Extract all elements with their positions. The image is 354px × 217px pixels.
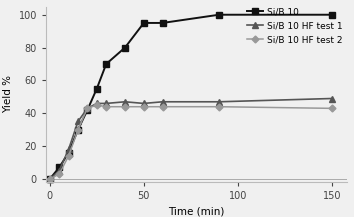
Si/B 10 HF test 2 bbox=[104, 105, 108, 108]
Si/B 10 HF test 1 bbox=[123, 100, 127, 103]
Si/B 10 bbox=[57, 166, 61, 169]
Line: Si/B 10: Si/B 10 bbox=[47, 12, 335, 182]
Si/B 10 bbox=[48, 178, 52, 180]
Si/B 10 HF test 1 bbox=[142, 102, 146, 105]
Si/B 10 HF test 1 bbox=[330, 97, 334, 100]
X-axis label: Time (min): Time (min) bbox=[168, 207, 225, 217]
Si/B 10 bbox=[142, 22, 146, 24]
Si/B 10 HF test 2 bbox=[95, 104, 99, 106]
Si/B 10 bbox=[217, 13, 221, 16]
Si/B 10 HF test 2 bbox=[142, 105, 146, 108]
Si/B 10 bbox=[95, 87, 99, 90]
Si/B 10 HF test 2 bbox=[330, 107, 334, 110]
Si/B 10 HF test 1 bbox=[95, 102, 99, 105]
Si/B 10 HF test 2 bbox=[76, 128, 80, 131]
Si/B 10 HF test 1 bbox=[48, 178, 52, 180]
Si/B 10 HF test 2 bbox=[67, 155, 71, 157]
Line: Si/B 10 HF test 1: Si/B 10 HF test 1 bbox=[47, 95, 335, 182]
Si/B 10 HF test 2 bbox=[217, 105, 221, 108]
Si/B 10 HF test 1 bbox=[67, 148, 71, 151]
Y-axis label: Yield %: Yield % bbox=[3, 75, 13, 113]
Si/B 10 HF test 2 bbox=[123, 105, 127, 108]
Si/B 10 bbox=[67, 151, 71, 154]
Si/B 10 HF test 1 bbox=[57, 169, 61, 172]
Si/B 10 HF test 1 bbox=[85, 107, 90, 110]
Si/B 10 bbox=[104, 63, 108, 65]
Si/B 10 HF test 2 bbox=[160, 105, 165, 108]
Legend: Si/B 10, Si/B 10 HF test 1, Si/B 10 HF test 2: Si/B 10, Si/B 10 HF test 1, Si/B 10 HF t… bbox=[247, 8, 342, 44]
Line: Si/B 10 HF test 2: Si/B 10 HF test 2 bbox=[47, 103, 334, 181]
Si/B 10 bbox=[85, 109, 90, 111]
Si/B 10 HF test 1 bbox=[104, 102, 108, 105]
Si/B 10 bbox=[76, 128, 80, 131]
Si/B 10 bbox=[330, 13, 334, 16]
Si/B 10 bbox=[160, 22, 165, 24]
Si/B 10 HF test 2 bbox=[57, 173, 61, 175]
Si/B 10 bbox=[123, 46, 127, 49]
Si/B 10 HF test 1 bbox=[217, 100, 221, 103]
Si/B 10 HF test 1 bbox=[76, 120, 80, 123]
Si/B 10 HF test 2 bbox=[48, 178, 52, 180]
Si/B 10 HF test 2 bbox=[85, 107, 90, 110]
Si/B 10 HF test 1 bbox=[160, 100, 165, 103]
